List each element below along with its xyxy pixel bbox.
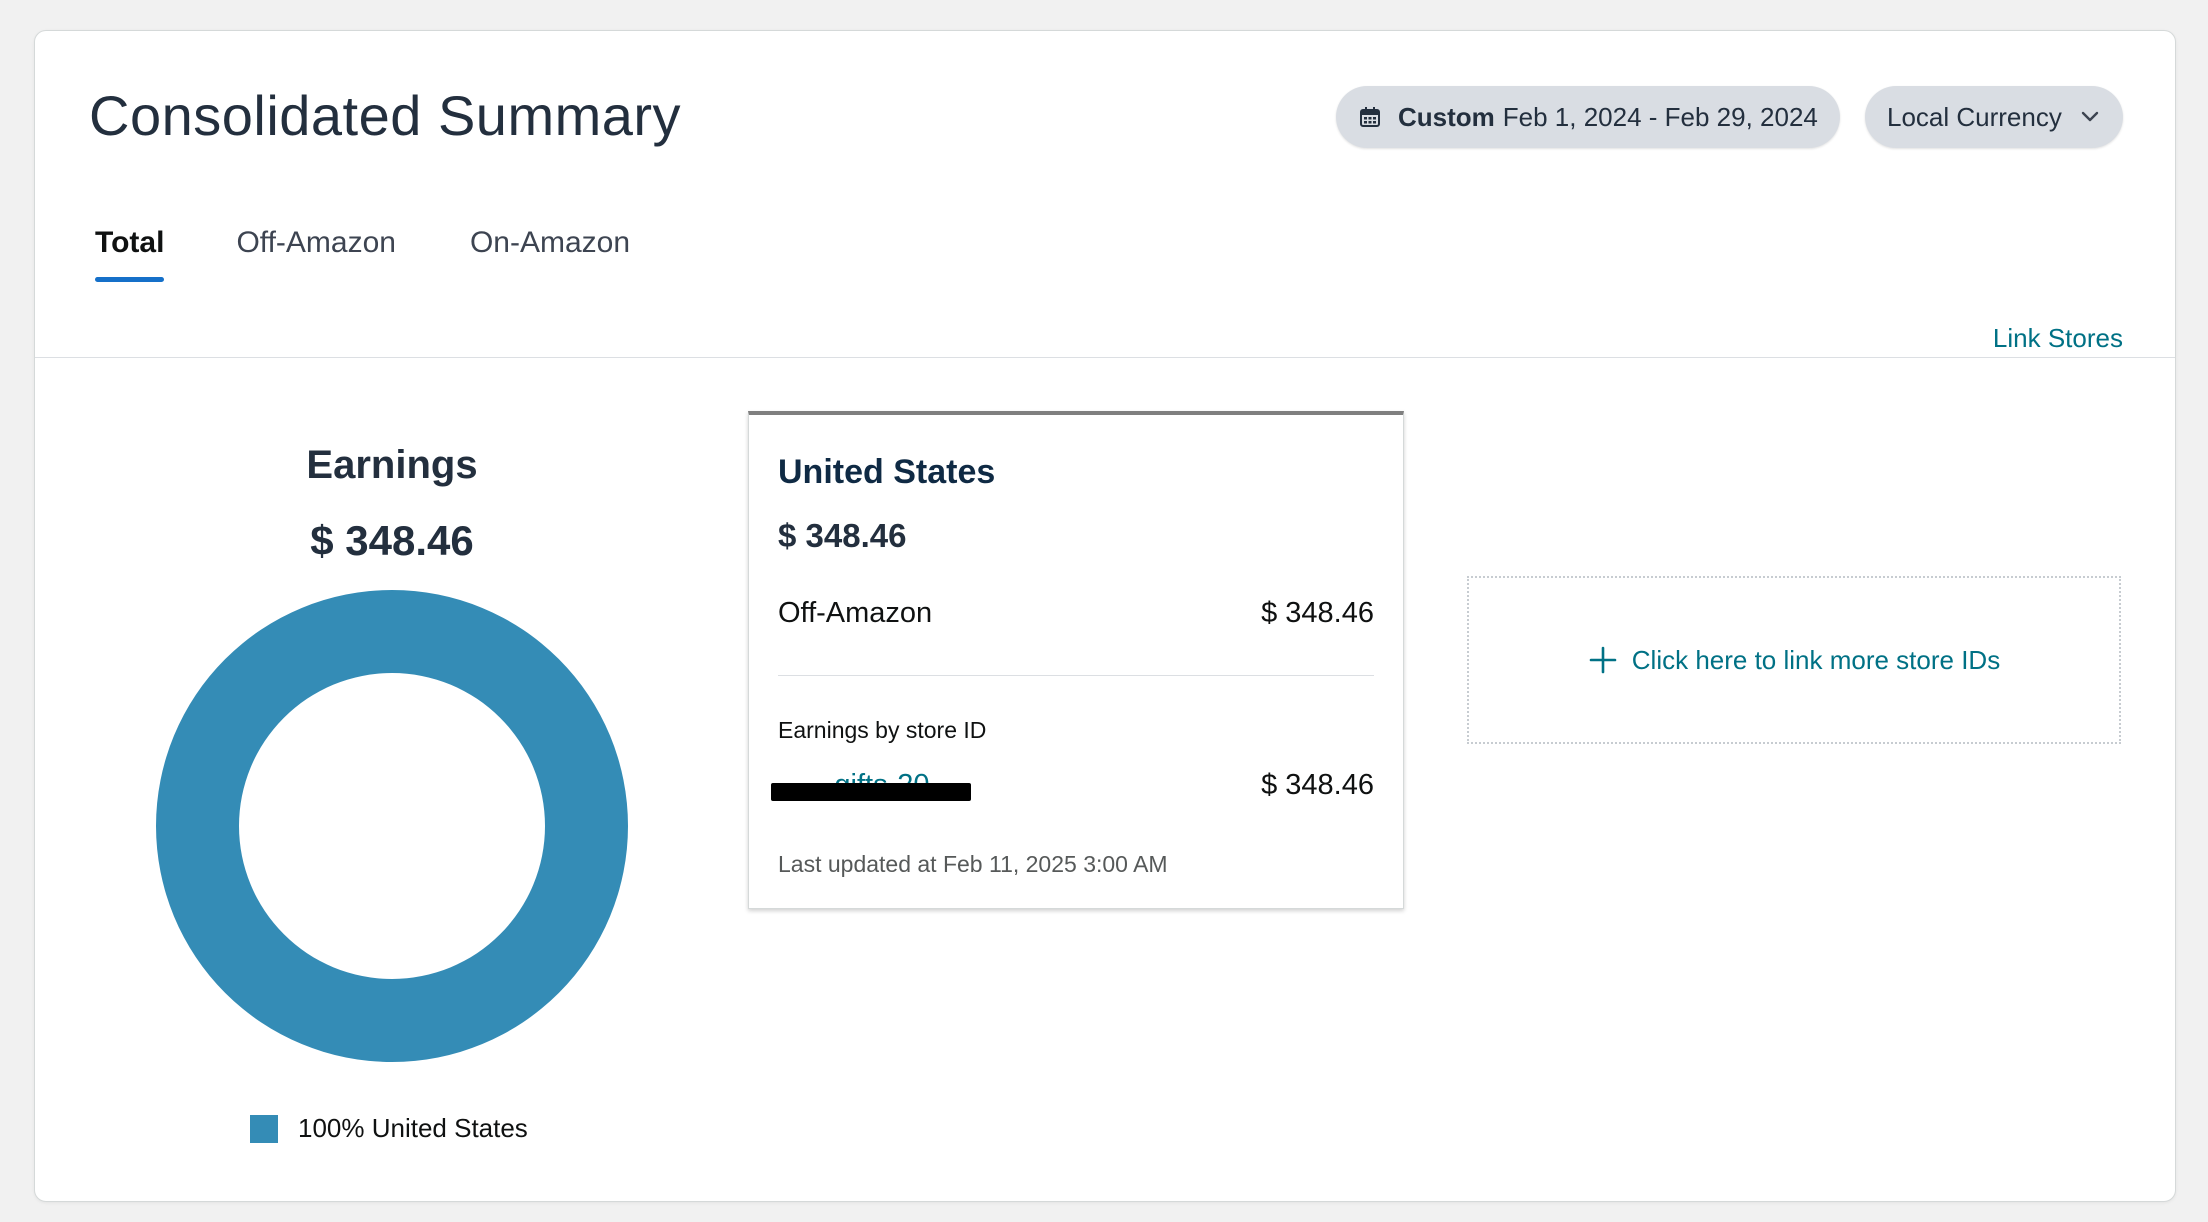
country-card-united-states: United States $ 348.46 Off-Amazon $ 348.… bbox=[748, 411, 1404, 909]
consolidated-summary-panel: Consolidated Summary Custom Feb 1, 2024 … bbox=[34, 30, 2176, 1202]
plus-icon bbox=[1589, 646, 1617, 674]
earnings-total: $ 348.46 bbox=[310, 517, 474, 564]
summary-tabs: Total Off-Amazon On-Amazon bbox=[95, 226, 704, 282]
store-id-link[interactable]: ___gifts-20 bbox=[771, 769, 971, 802]
chevron-down-icon bbox=[2081, 111, 2099, 122]
header-divider bbox=[35, 357, 2175, 358]
earnings-donut-chart bbox=[156, 590, 628, 1062]
earnings-title: Earnings bbox=[306, 443, 478, 487]
store-row: ___gifts-20 $ 348.46 bbox=[771, 769, 1374, 802]
card-country-total: $ 348.46 bbox=[778, 517, 907, 554]
store-earnings-value: $ 348.46 bbox=[1261, 769, 1374, 801]
card-divider bbox=[778, 675, 1374, 676]
chart-legend: 100% United States bbox=[250, 1113, 528, 1144]
currency-dropdown[interactable]: Local Currency bbox=[1865, 86, 2123, 148]
card-country-name: United States bbox=[778, 453, 996, 491]
redaction-bar bbox=[771, 783, 971, 801]
card-row-value: $ 348.46 bbox=[1261, 597, 1374, 629]
donut-slice-united-states bbox=[156, 590, 628, 1062]
legend-swatch-united-states bbox=[250, 1114, 278, 1143]
card-row-off-amazon: Off-Amazon $ 348.46 bbox=[778, 597, 1374, 630]
card-row-label: Off-Amazon bbox=[778, 597, 933, 629]
legend-label-united-states: 100% United States bbox=[298, 1113, 528, 1143]
link-stores-link[interactable]: Link Stores bbox=[1992, 323, 2123, 353]
date-filter-range: Feb 1, 2024 - Feb 29, 2024 bbox=[1502, 101, 1818, 132]
page-title: Consolidated Summary bbox=[89, 84, 682, 147]
link-more-label: Click here to link more store IDs bbox=[1631, 644, 2001, 675]
currency-value: Local Currency bbox=[1887, 101, 2062, 132]
date-range-filter[interactable]: Custom Feb 1, 2024 - Feb 29, 2024 bbox=[1336, 86, 1840, 148]
date-filter-mode: Custom bbox=[1398, 101, 1495, 132]
tab-total[interactable]: Total bbox=[95, 226, 165, 282]
tab-off-amazon[interactable]: Off-Amazon bbox=[236, 226, 396, 259]
tab-on-amazon[interactable]: On-Amazon bbox=[469, 226, 631, 259]
calendar-icon bbox=[1360, 107, 1380, 127]
link-more-store-ids-button[interactable]: Click here to link more store IDs bbox=[1467, 576, 2121, 744]
store-id-heading: Earnings by store ID bbox=[778, 717, 987, 743]
last-updated-text: Last updated at Feb 11, 2025 3:00 AM bbox=[778, 851, 1168, 877]
